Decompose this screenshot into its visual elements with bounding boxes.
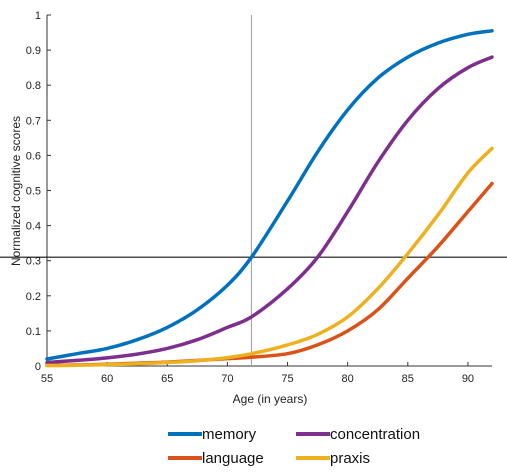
series-line-praxis xyxy=(45,146,494,368)
legend-label-praxis: praxis xyxy=(330,450,370,467)
series-line-concentration xyxy=(45,55,494,365)
legend-label-memory: memory xyxy=(202,426,257,443)
x-tick-label: 60 xyxy=(101,373,113,385)
x-axis-title: Age (in years) xyxy=(233,392,308,406)
y-tick-label: 0.9 xyxy=(26,45,41,57)
y-tick-label: 0.4 xyxy=(26,221,41,233)
x-tick-label: 85 xyxy=(402,373,414,385)
y-tick-label: 0.2 xyxy=(26,291,41,303)
x-tick-label: 70 xyxy=(221,373,233,385)
x-tick-label: 90 xyxy=(462,373,474,385)
legend-label-concentration: concentration xyxy=(330,426,420,443)
x-tick-label: 75 xyxy=(281,373,293,385)
series-lines xyxy=(45,29,494,368)
legend: memory concentration language praxis xyxy=(168,426,420,467)
y-tick-label: 0.6 xyxy=(26,150,41,162)
reference-lines xyxy=(0,15,507,366)
y-axis-title: Normalized cognitive scores xyxy=(9,116,23,266)
y-tick-label: 1 xyxy=(35,10,41,22)
y-tick-label: 0 xyxy=(35,361,41,373)
x-tick-label: 80 xyxy=(342,373,354,385)
series-line-memory xyxy=(45,29,494,361)
y-tick-label: 0.5 xyxy=(26,186,41,198)
x-tick-label: 55 xyxy=(41,373,53,385)
y-tick-label: 0.1 xyxy=(26,326,41,338)
axes: 0 0.1 0.2 0.3 0.4 0.5 0.6 0.7 0.8 0.9 1 55 60 65 70 75 8… xyxy=(26,10,492,385)
series-line-language xyxy=(45,181,494,368)
legend-label-language: language xyxy=(202,450,264,467)
y-tick-label: 0.3 xyxy=(26,256,41,268)
y-tick-label: 0.7 xyxy=(26,115,41,127)
y-tick-label: 0.8 xyxy=(26,80,41,92)
x-tick-label: 65 xyxy=(161,373,173,385)
